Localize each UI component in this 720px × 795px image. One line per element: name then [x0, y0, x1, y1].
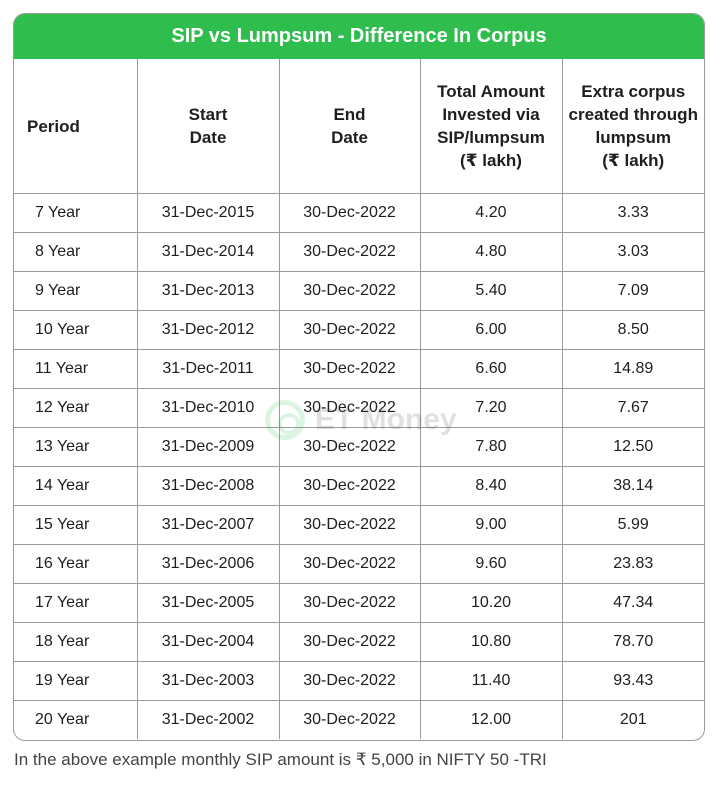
- table-row: 13 Year 31-Dec-2009 30-Dec-2022 7.80 12.50: [14, 427, 704, 467]
- header-total-invested: Total Amount Invested via SIP/lumpsum (₹…: [419, 59, 563, 194]
- cell-period: 18 Year: [14, 622, 138, 662]
- cell-start-date: 31-Dec-2013: [136, 271, 280, 311]
- comparison-card: SIP vs Lumpsum - Difference In Corpus Pe…: [13, 13, 705, 741]
- cell-total-invested: 11.40: [419, 661, 563, 701]
- table-row: 15 Year 31-Dec-2007 30-Dec-2022 9.00 5.99: [14, 505, 704, 545]
- cell-start-date: 31-Dec-2015: [136, 193, 280, 233]
- cell-extra-corpus: 38.14: [561, 466, 704, 506]
- table-row: 12 Year 31-Dec-2010 30-Dec-2022 7.20 7.67: [14, 388, 704, 428]
- cell-total-invested: 9.60: [419, 544, 563, 584]
- cell-start-date: 31-Dec-2012: [136, 310, 280, 350]
- cell-end-date: 30-Dec-2022: [278, 466, 421, 506]
- cell-extra-corpus: 14.89: [561, 349, 704, 389]
- cell-total-invested: 7.80: [419, 427, 563, 467]
- cell-end-date: 30-Dec-2022: [278, 583, 421, 623]
- cell-start-date: 31-Dec-2014: [136, 232, 280, 272]
- cell-extra-corpus: 201: [561, 700, 704, 739]
- header-extra-corpus: Extra corpus created through lumpsum (₹ …: [561, 59, 704, 194]
- cell-start-date: 31-Dec-2009: [136, 427, 280, 467]
- cell-start-date: 31-Dec-2008: [136, 466, 280, 506]
- header-period: Period: [14, 59, 138, 194]
- cell-end-date: 30-Dec-2022: [278, 349, 421, 389]
- cell-period: 17 Year: [14, 583, 138, 623]
- table-row: 8 Year 31-Dec-2014 30-Dec-2022 4.80 3.03: [14, 232, 704, 272]
- cell-period: 13 Year: [14, 427, 138, 467]
- cell-period: 14 Year: [14, 466, 138, 506]
- cell-period: 19 Year: [14, 661, 138, 701]
- cell-end-date: 30-Dec-2022: [278, 505, 421, 545]
- table-row: 7 Year 31-Dec-2015 30-Dec-2022 4.20 3.33: [14, 193, 704, 233]
- cell-start-date: 31-Dec-2007: [136, 505, 280, 545]
- table-row: 17 Year 31-Dec-2005 30-Dec-2022 10.20 47.34: [14, 583, 704, 623]
- cell-extra-corpus: 93.43: [561, 661, 704, 701]
- cell-extra-corpus: 78.70: [561, 622, 704, 662]
- cell-total-invested: 6.60: [419, 349, 563, 389]
- cell-period: 8 Year: [14, 232, 138, 272]
- cell-end-date: 30-Dec-2022: [278, 193, 421, 233]
- table-row: 16 Year 31-Dec-2006 30-Dec-2022 9.60 23.83: [14, 544, 704, 584]
- cell-extra-corpus: 7.67: [561, 388, 704, 428]
- cell-extra-corpus: 7.09: [561, 271, 704, 311]
- cell-total-invested: 4.20: [419, 193, 563, 233]
- cell-start-date: 31-Dec-2006: [136, 544, 280, 584]
- cell-total-invested: 7.20: [419, 388, 563, 428]
- table-row: 18 Year 31-Dec-2004 30-Dec-2022 10.80 78.70: [14, 622, 704, 662]
- cell-end-date: 30-Dec-2022: [278, 544, 421, 584]
- cell-period: 9 Year: [14, 271, 138, 311]
- cell-end-date: 30-Dec-2022: [278, 427, 421, 467]
- cell-period: 15 Year: [14, 505, 138, 545]
- table-row: 11 Year 31-Dec-2011 30-Dec-2022 6.60 14.89: [14, 349, 704, 389]
- cell-start-date: 31-Dec-2005: [136, 583, 280, 623]
- cell-period: 7 Year: [14, 193, 138, 233]
- sip-lumpsum-table: Period Start Date End Date Total Amount …: [14, 59, 704, 739]
- cell-period: 10 Year: [14, 310, 138, 350]
- cell-period: 12 Year: [14, 388, 138, 428]
- cell-extra-corpus: 3.03: [561, 232, 704, 272]
- table-row: 10 Year 31-Dec-2012 30-Dec-2022 6.00 8.50: [14, 310, 704, 350]
- cell-extra-corpus: 47.34: [561, 583, 704, 623]
- cell-total-invested: 6.00: [419, 310, 563, 350]
- cell-period: 20 Year: [14, 700, 138, 739]
- cell-end-date: 30-Dec-2022: [278, 700, 421, 739]
- cell-start-date: 31-Dec-2010: [136, 388, 280, 428]
- cell-extra-corpus: 12.50: [561, 427, 704, 467]
- cell-start-date: 31-Dec-2004: [136, 622, 280, 662]
- cell-total-invested: 9.00: [419, 505, 563, 545]
- header-start-date: Start Date: [136, 59, 280, 194]
- cell-end-date: 30-Dec-2022: [278, 622, 421, 662]
- cell-total-invested: 8.40: [419, 466, 563, 506]
- cell-start-date: 31-Dec-2002: [136, 700, 280, 739]
- cell-total-invested: 10.80: [419, 622, 563, 662]
- cell-end-date: 30-Dec-2022: [278, 388, 421, 428]
- table-row: 19 Year 31-Dec-2003 30-Dec-2022 11.40 93.43: [14, 661, 704, 701]
- cell-extra-corpus: 5.99: [561, 505, 704, 545]
- table-row: 20 Year 31-Dec-2002 30-Dec-2022 12.00 201: [14, 700, 704, 739]
- footnote: In the above example monthly SIP amount …: [14, 750, 547, 769]
- cell-extra-corpus: 8.50: [561, 310, 704, 350]
- cell-end-date: 30-Dec-2022: [278, 271, 421, 311]
- cell-total-invested: 12.00: [419, 700, 563, 739]
- header-end-date: End Date: [278, 59, 421, 194]
- header-row: Period Start Date End Date Total Amount …: [14, 59, 704, 194]
- cell-total-invested: 5.40: [419, 271, 563, 311]
- table-title: SIP vs Lumpsum - Difference In Corpus: [14, 14, 704, 59]
- table-row: 9 Year 31-Dec-2013 30-Dec-2022 5.40 7.09: [14, 271, 704, 311]
- cell-extra-corpus: 23.83: [561, 544, 704, 584]
- cell-extra-corpus: 3.33: [561, 193, 704, 233]
- cell-period: 11 Year: [14, 349, 138, 389]
- cell-start-date: 31-Dec-2011: [136, 349, 280, 389]
- cell-end-date: 30-Dec-2022: [278, 310, 421, 350]
- cell-total-invested: 4.80: [419, 232, 563, 272]
- cell-period: 16 Year: [14, 544, 138, 584]
- cell-total-invested: 10.20: [419, 583, 563, 623]
- table-row: 14 Year 31-Dec-2008 30-Dec-2022 8.40 38.14: [14, 466, 704, 506]
- cell-start-date: 31-Dec-2003: [136, 661, 280, 701]
- cell-end-date: 30-Dec-2022: [278, 661, 421, 701]
- cell-end-date: 30-Dec-2022: [278, 232, 421, 272]
